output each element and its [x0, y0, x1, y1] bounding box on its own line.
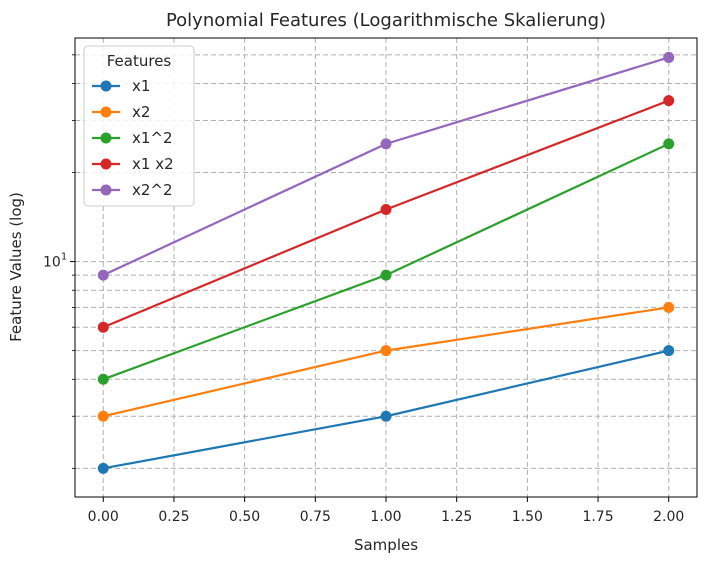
data-point — [380, 345, 392, 357]
data-point — [97, 321, 109, 333]
y-tick-label-base: 10 — [43, 255, 61, 271]
legend-label: x1 — [132, 77, 150, 95]
legend-label: x2 — [132, 103, 150, 121]
axes: 0.00 0.25 0.50 0.75 1.00 1.25 1.50 1.75 2.00 101 — [43, 37, 698, 525]
data-point — [97, 269, 109, 281]
x-tick-label: 1.00 — [370, 509, 401, 525]
data-point — [663, 95, 675, 107]
data-point — [663, 138, 675, 150]
chart-title: Polynomial Features (Logarithmische Skal… — [166, 10, 606, 31]
data-point — [663, 301, 675, 313]
legend-swatch-marker — [100, 132, 112, 144]
data-point — [380, 138, 392, 150]
legend-label: x1^2 — [132, 129, 173, 147]
data-point — [663, 345, 675, 357]
x-tick-label: 1.75 — [582, 509, 613, 525]
data-point — [97, 410, 109, 422]
data-point — [663, 51, 675, 63]
series-x2-2 — [97, 51, 675, 281]
plot-frame — [74, 37, 698, 498]
y-tick-label: 101 — [43, 252, 67, 271]
series-x1-x2 — [97, 95, 675, 333]
x-tick-label: 0.50 — [229, 509, 260, 525]
data-point — [380, 269, 392, 281]
series-x2 — [97, 301, 675, 422]
data-point — [380, 410, 392, 422]
y-axis-title: Feature Values (log) — [7, 192, 25, 342]
x-tick-label: 0.75 — [300, 509, 331, 525]
data-point — [97, 462, 109, 474]
legend-swatch-marker — [100, 184, 112, 196]
x-axis-title: Samples — [354, 536, 418, 554]
x-tick-label: 0.00 — [88, 509, 119, 525]
data-point — [380, 203, 392, 215]
series-x1-2 — [97, 138, 675, 385]
series-x1 — [97, 345, 675, 474]
x-tick-label: 0.25 — [158, 509, 189, 525]
legend-label: x1 x2 — [132, 155, 174, 173]
legend-title: Features — [107, 52, 172, 70]
x-tick-label: 2.00 — [653, 509, 684, 525]
y-tick-label-exponent: 1 — [61, 252, 67, 263]
legend-swatch-marker — [100, 106, 112, 118]
data-point — [97, 373, 109, 385]
x-tick-label: 1.25 — [441, 509, 472, 525]
legend-label: x2^2 — [132, 181, 173, 199]
x-tick-label: 1.50 — [512, 509, 543, 525]
series-lines — [97, 51, 675, 474]
legend: Features x1 x2 x1^2 x1 x2 x2^2 — [83, 45, 195, 207]
legend-swatch-marker — [100, 158, 112, 170]
legend-swatch-marker — [100, 80, 112, 92]
